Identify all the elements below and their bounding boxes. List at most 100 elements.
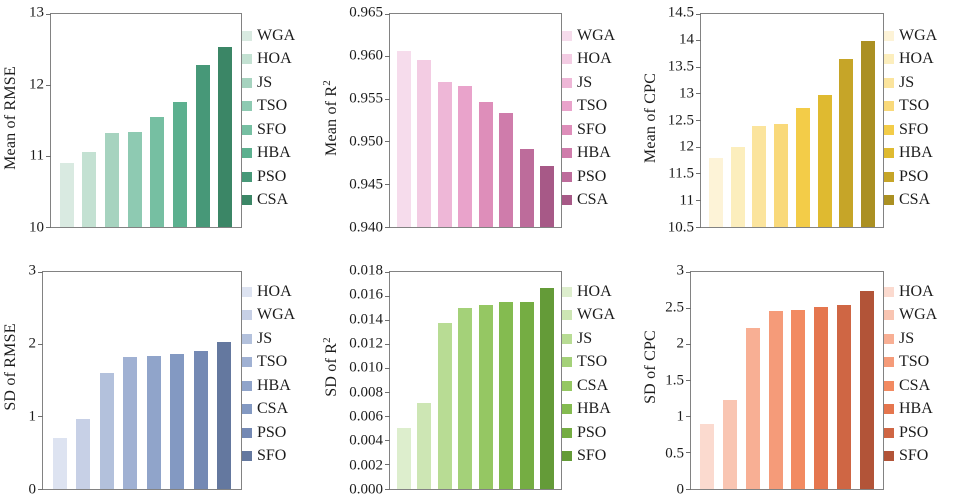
bar-hoa bbox=[417, 60, 432, 227]
y-tick-label: 2 bbox=[28, 335, 37, 352]
legend-label: SFO bbox=[577, 447, 607, 465]
bar-sfo bbox=[150, 116, 165, 227]
chart-sd-r2: SD of R2 0.000 0.002 0.004 0.006 0.008 0.010 0… bbox=[320, 250, 640, 499]
legend-swatch-icon bbox=[884, 77, 894, 88]
legend-label: CSA bbox=[257, 400, 289, 418]
legend-swatch-icon bbox=[562, 195, 572, 206]
legend-swatch-icon bbox=[242, 195, 252, 206]
legend-swatch-icon bbox=[562, 286, 572, 297]
legend-swatch-icon bbox=[562, 30, 572, 41]
legend-label: WGA bbox=[577, 26, 616, 44]
legend-swatch-icon bbox=[242, 171, 252, 182]
y-tick-label: 0.950 bbox=[349, 133, 383, 150]
legend-item-hba: HBA bbox=[884, 398, 962, 422]
y-tick-mark bbox=[46, 13, 51, 15]
legend-item-pso: PSO bbox=[242, 421, 320, 445]
legend-swatch-icon bbox=[884, 333, 894, 344]
bar-sfo bbox=[478, 101, 493, 227]
legend-item-hoa: HOA bbox=[884, 48, 962, 72]
bar-wga bbox=[396, 50, 411, 227]
legend-swatch-icon bbox=[884, 30, 894, 41]
plot-region: 0 0.5 1 1.5 2 2.5 3 bbox=[662, 250, 884, 499]
legend-item-sfo: SFO bbox=[884, 445, 962, 469]
legend-label: CSA bbox=[899, 191, 931, 209]
legend-label: WGA bbox=[899, 26, 938, 44]
legend-item-tso: TSO bbox=[242, 351, 320, 375]
legend-label: HBA bbox=[899, 144, 933, 162]
bar-csa bbox=[540, 165, 555, 227]
legend-swatch-icon bbox=[884, 195, 894, 206]
legend-label: HOA bbox=[577, 50, 612, 68]
y-tick-mark bbox=[385, 440, 390, 442]
bar-series bbox=[390, 14, 561, 227]
legend-label: SFO bbox=[899, 447, 929, 465]
y-tick-label: 10.5 bbox=[667, 219, 694, 236]
legend-swatch-icon bbox=[242, 357, 252, 368]
y-tick-mark bbox=[696, 66, 701, 68]
plot-region: 0.000 0.002 0.004 0.006 0.008 0.010 0.012 0.014… bbox=[342, 250, 562, 499]
legend-label: SFO bbox=[899, 120, 929, 138]
y-axis-title: Mean of R2 bbox=[320, 79, 341, 156]
legend-label: JS bbox=[577, 329, 593, 347]
bar-sfo bbox=[217, 342, 232, 489]
bar-tso bbox=[458, 308, 473, 489]
bar-sfo bbox=[540, 287, 555, 489]
legend-label: WGA bbox=[577, 306, 616, 324]
legend-item-sfo: SFO bbox=[562, 118, 640, 142]
legend-label: HBA bbox=[577, 400, 611, 418]
legend-label: HBA bbox=[257, 376, 291, 394]
y-axis-title-column: SD of R2 bbox=[320, 250, 342, 499]
bar-pso bbox=[193, 350, 208, 489]
plot-region: 0.940 0.945 0.950 0.955 0.960 0.965 bbox=[342, 0, 562, 250]
y-tick-mark bbox=[38, 416, 43, 418]
y-tick-label: 0.000 bbox=[349, 481, 383, 498]
legend: WGA HOA JS TSO SFO HBA PSO CSA bbox=[884, 0, 962, 250]
y-tick-mark bbox=[696, 40, 701, 42]
y-tick-mark bbox=[385, 98, 390, 100]
y-axis-ticks: 10.5 11 11.5 12 12.5 13 13.5 14 14.5 bbox=[662, 5, 700, 235]
y-tick-mark bbox=[385, 488, 390, 490]
y-tick-label: 2.5 bbox=[665, 299, 684, 315]
y-tick-label: 0 bbox=[676, 481, 685, 498]
y-axis-title-superscript: 2 bbox=[320, 79, 333, 86]
legend-label: PSO bbox=[899, 167, 929, 185]
legend-item-hba: HBA bbox=[562, 398, 640, 422]
bar-series bbox=[51, 14, 241, 227]
legend-swatch-icon bbox=[242, 54, 252, 65]
bar-pso bbox=[195, 65, 210, 227]
legend-item-csa: CSA bbox=[562, 374, 640, 398]
legend-swatch-icon bbox=[884, 171, 894, 182]
legend-item-hba: HBA bbox=[242, 374, 320, 398]
bar-sfo bbox=[860, 290, 874, 489]
legend-item-hba: HBA bbox=[242, 142, 320, 166]
legend-swatch-icon bbox=[884, 404, 894, 415]
legend-swatch-icon bbox=[242, 30, 252, 41]
legend-item-pso: PSO bbox=[884, 421, 962, 445]
bar-hoa bbox=[396, 427, 411, 489]
legend-item-csa: CSA bbox=[884, 374, 962, 398]
y-tick-label: 14.5 bbox=[667, 4, 694, 21]
y-tick-label: 0.018 bbox=[349, 262, 383, 279]
plot-area bbox=[696, 13, 884, 228]
legend-label: PSO bbox=[257, 423, 287, 441]
legend-swatch-icon bbox=[562, 404, 572, 415]
legend-swatch-icon bbox=[562, 101, 572, 112]
y-axis-ticks: 0.940 0.945 0.950 0.955 0.960 0.965 bbox=[342, 5, 389, 235]
y-tick-mark bbox=[696, 13, 701, 15]
legend-swatch-icon bbox=[562, 77, 572, 88]
y-tick-mark bbox=[385, 13, 390, 15]
y-tick-label: 0.004 bbox=[349, 432, 383, 449]
y-tick-mark bbox=[385, 56, 390, 58]
y-tick-label: 0.965 bbox=[349, 4, 383, 21]
y-tick-mark bbox=[686, 488, 691, 490]
y-tick-label: 13 bbox=[679, 85, 694, 102]
y-tick-label: 1 bbox=[28, 408, 37, 425]
plot-region: 10.5 11 11.5 12 12.5 13 13.5 14 14.5 bbox=[662, 0, 884, 250]
y-axis-title: Mean of CPC bbox=[642, 72, 659, 163]
bar-csa bbox=[218, 47, 233, 227]
y-tick-label: 0.002 bbox=[349, 457, 383, 474]
bar-hoa bbox=[699, 423, 714, 489]
y-tick-mark bbox=[385, 141, 390, 143]
legend-label: SFO bbox=[257, 447, 287, 465]
y-tick-mark bbox=[696, 146, 701, 148]
